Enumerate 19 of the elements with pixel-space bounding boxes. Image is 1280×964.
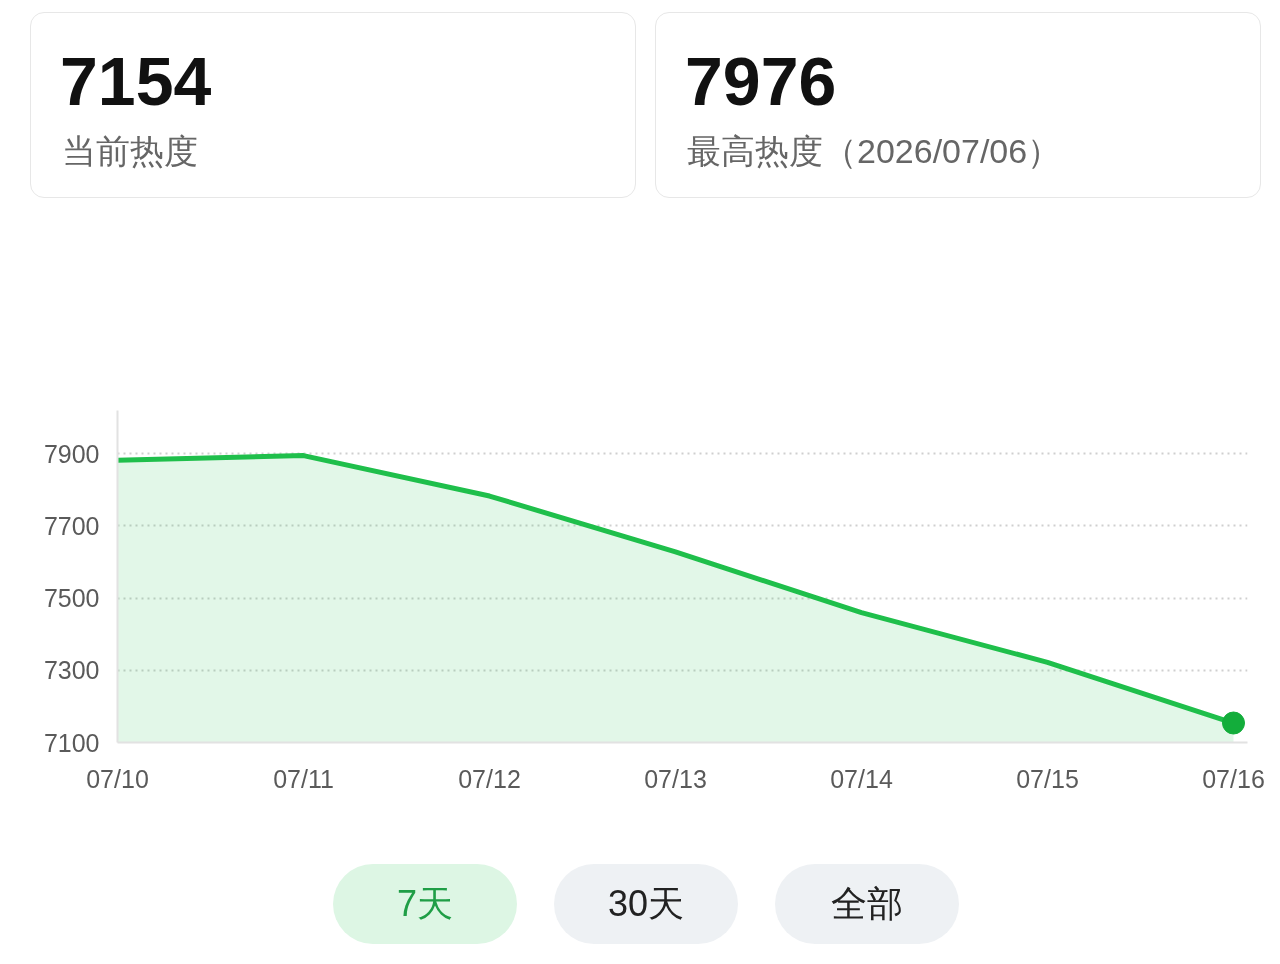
text: 最高热度（2026/07/06） [687, 131, 1062, 172]
text: 7154 [60, 43, 212, 119]
x-tick-label: 07/10 [86, 764, 149, 793]
y-tick-label: 7500 [43, 584, 100, 613]
x-tick-label: 07/15 [1016, 764, 1079, 793]
x-tick-label: 07/11 [273, 764, 334, 793]
y-tick-label: 7700 [43, 511, 100, 540]
x-tick-label: 07/13 [644, 764, 707, 793]
y-tick-label: 7900 [43, 439, 100, 468]
x-tick-label: 07/12 [458, 764, 521, 793]
y-tick-label: 7100 [43, 728, 100, 757]
text: 全部 [775, 864, 959, 944]
x-tick-label: 07/14 [830, 764, 893, 793]
text: 当前热度 [62, 131, 198, 172]
x-tick-label: 07/16 [1202, 764, 1265, 793]
text: 7天 [333, 864, 517, 944]
text: 30天 [554, 864, 738, 944]
text: 7976 [685, 43, 837, 119]
y-tick-label: 7300 [43, 656, 100, 685]
